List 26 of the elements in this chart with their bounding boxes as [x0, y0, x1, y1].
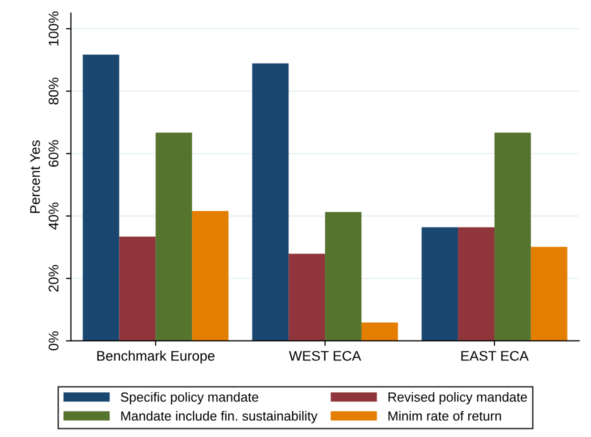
bar — [530, 246, 568, 341]
y-axis-title: Percent Yes — [30, 140, 40, 213]
x-tick-label: EAST ECA — [461, 350, 529, 361]
bar — [192, 211, 228, 341]
legend-label: Mandate include fin. sustainability — [121, 410, 318, 424]
x-tick-label: WEST ECA — [288, 350, 362, 361]
legend-label: Specific policy mandate — [120, 392, 258, 404]
legend-label: Revised policy mandate — [388, 392, 527, 404]
bar — [361, 322, 398, 341]
bar — [252, 63, 289, 341]
bar — [82, 54, 120, 341]
y-tick-label: 60% — [48, 140, 58, 167]
bar — [494, 132, 531, 341]
bar — [119, 236, 156, 341]
bar — [422, 227, 458, 341]
y-tick-label: 100% — [48, 11, 58, 46]
bar — [156, 132, 192, 341]
legend-label: Minim rate of return — [388, 410, 501, 421]
y-tick-label: 40% — [48, 202, 58, 230]
bar — [458, 227, 494, 341]
bar — [325, 212, 362, 341]
y-tick-label: 80% — [48, 78, 58, 104]
x-tick-label: Benchmark Europe — [97, 350, 214, 364]
y-tick-label: 20% — [48, 265, 58, 292]
y-tick-label: 0% — [48, 331, 58, 350]
bar — [288, 254, 326, 341]
